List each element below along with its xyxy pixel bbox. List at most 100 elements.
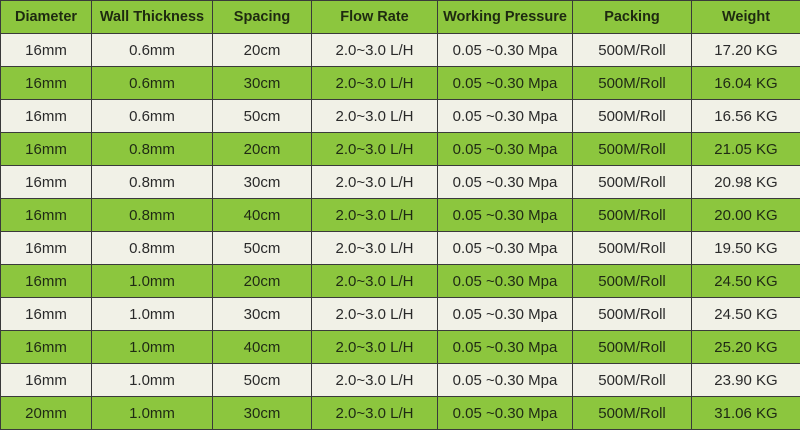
cell-working-pressure: 0.05 ~0.30 Mpa — [437, 396, 573, 430]
cell-working-pressure: 0.05 ~0.30 Mpa — [437, 297, 573, 331]
cell-spacing: 30cm — [212, 297, 312, 331]
table-row: 16mm 0.8mm 30cm 2.0~3.0 L/H 0.05 ~0.30 Mpa 50… — [0, 165, 800, 199]
cell-flow-rate: 2.0~3.0 L/H — [311, 33, 438, 67]
cell-wall-thickness: 1.0mm — [91, 363, 213, 397]
header-row: Diameter Wall Thickness Spacing Flow Rat… — [0, 0, 800, 34]
cell-packing: 500M/Roll — [572, 132, 692, 166]
cell-packing: 500M/Roll — [572, 165, 692, 199]
cell-diameter: 16mm — [0, 231, 92, 265]
cell-spacing: 30cm — [212, 165, 312, 199]
cell-spacing: 20cm — [212, 132, 312, 166]
cell-diameter: 16mm — [0, 99, 92, 133]
cell-diameter: 16mm — [0, 297, 92, 331]
cell-packing: 500M/Roll — [572, 99, 692, 133]
cell-weight: 20.98 KG — [691, 165, 800, 199]
cell-working-pressure: 0.05 ~0.30 Mpa — [437, 33, 573, 67]
cell-spacing: 50cm — [212, 99, 312, 133]
table-row: 16mm 1.0mm 50cm 2.0~3.0 L/H 0.05 ~0.30 Mpa 50… — [0, 363, 800, 397]
cell-diameter: 16mm — [0, 363, 92, 397]
cell-flow-rate: 2.0~3.0 L/H — [311, 198, 438, 232]
cell-diameter: 16mm — [0, 264, 92, 298]
cell-wall-thickness: 0.6mm — [91, 66, 213, 100]
cell-packing: 500M/Roll — [572, 231, 692, 265]
cell-flow-rate: 2.0~3.0 L/H — [311, 264, 438, 298]
cell-working-pressure: 0.05 ~0.30 Mpa — [437, 363, 573, 397]
cell-working-pressure: 0.05 ~0.30 Mpa — [437, 99, 573, 133]
cell-working-pressure: 0.05 ~0.30 Mpa — [437, 264, 573, 298]
cell-wall-thickness: 1.0mm — [91, 330, 213, 364]
header-spacing: Spacing — [212, 0, 312, 34]
cell-packing: 500M/Roll — [572, 363, 692, 397]
cell-diameter: 16mm — [0, 198, 92, 232]
cell-packing: 500M/Roll — [572, 330, 692, 364]
cell-weight: 16.56 KG — [691, 99, 800, 133]
header-packing: Packing — [572, 0, 692, 34]
cell-packing: 500M/Roll — [572, 66, 692, 100]
cell-weight: 25.20 KG — [691, 330, 800, 364]
cell-flow-rate: 2.0~3.0 L/H — [311, 297, 438, 331]
table-row: 16mm 0.8mm 20cm 2.0~3.0 L/H 0.05 ~0.30 Mpa 50… — [0, 132, 800, 166]
cell-spacing: 50cm — [212, 231, 312, 265]
table-row: 16mm 1.0mm 20cm 2.0~3.0 L/H 0.05 ~0.30 Mpa 50… — [0, 264, 800, 298]
cell-weight: 16.04 KG — [691, 66, 800, 100]
cell-spacing: 40cm — [212, 198, 312, 232]
table-row: 16mm 0.6mm 30cm 2.0~3.0 L/H 0.05 ~0.30 Mpa 50… — [0, 66, 800, 100]
cell-weight: 20.00 KG — [691, 198, 800, 232]
cell-flow-rate: 2.0~3.0 L/H — [311, 132, 438, 166]
table-row: 16mm 0.8mm 50cm 2.0~3.0 L/H 0.05 ~0.30 Mpa 50… — [0, 231, 800, 265]
cell-spacing: 20cm — [212, 264, 312, 298]
cell-wall-thickness: 0.8mm — [91, 231, 213, 265]
header-working-pressure: Working Pressure — [437, 0, 573, 34]
table-row: 16mm 0.6mm 50cm 2.0~3.0 L/H 0.05 ~0.30 Mpa 50… — [0, 99, 800, 133]
cell-wall-thickness: 0.6mm — [91, 33, 213, 67]
cell-weight: 19.50 KG — [691, 231, 800, 265]
cell-packing: 500M/Roll — [572, 264, 692, 298]
cell-spacing: 40cm — [212, 330, 312, 364]
cell-wall-thickness: 0.8mm — [91, 132, 213, 166]
table-row: 16mm 0.8mm 40cm 2.0~3.0 L/H 0.05 ~0.30 Mpa 50… — [0, 198, 800, 232]
cell-weight: 24.50 KG — [691, 297, 800, 331]
cell-wall-thickness: 1.0mm — [91, 264, 213, 298]
cell-spacing: 30cm — [212, 396, 312, 430]
header-diameter: Diameter — [0, 0, 92, 34]
cell-spacing: 30cm — [212, 66, 312, 100]
cell-packing: 500M/Roll — [572, 33, 692, 67]
cell-diameter: 16mm — [0, 33, 92, 67]
cell-wall-thickness: 1.0mm — [91, 396, 213, 430]
header-flow-rate: Flow Rate — [311, 0, 438, 34]
cell-wall-thickness: 0.6mm — [91, 99, 213, 133]
cell-working-pressure: 0.05 ~0.30 Mpa — [437, 231, 573, 265]
cell-flow-rate: 2.0~3.0 L/H — [311, 363, 438, 397]
cell-flow-rate: 2.0~3.0 L/H — [311, 165, 438, 199]
cell-flow-rate: 2.0~3.0 L/H — [311, 231, 438, 265]
cell-weight: 17.20 KG — [691, 33, 800, 67]
cell-diameter: 16mm — [0, 165, 92, 199]
table-row: 20mm 1.0mm 30cm 2.0~3.0 L/H 0.05 ~0.30 Mpa 50… — [0, 396, 800, 430]
cell-wall-thickness: 0.8mm — [91, 165, 213, 199]
cell-working-pressure: 0.05 ~0.30 Mpa — [437, 132, 573, 166]
cell-working-pressure: 0.05 ~0.30 Mpa — [437, 165, 573, 199]
table-row: 16mm 1.0mm 40cm 2.0~3.0 L/H 0.05 ~0.30 Mpa 50… — [0, 330, 800, 364]
cell-diameter: 16mm — [0, 66, 92, 100]
cell-packing: 500M/Roll — [572, 198, 692, 232]
cell-weight: 23.90 KG — [691, 363, 800, 397]
cell-packing: 500M/Roll — [572, 297, 692, 331]
header-weight: Weight — [691, 0, 800, 34]
cell-flow-rate: 2.0~3.0 L/H — [311, 99, 438, 133]
cell-wall-thickness: 0.8mm — [91, 198, 213, 232]
cell-working-pressure: 0.05 ~0.30 Mpa — [437, 66, 573, 100]
cell-diameter: 16mm — [0, 132, 92, 166]
table-row: 16mm 1.0mm 30cm 2.0~3.0 L/H 0.05 ~0.30 Mpa 50… — [0, 297, 800, 331]
cell-weight: 21.05 KG — [691, 132, 800, 166]
cell-spacing: 20cm — [212, 33, 312, 67]
cell-diameter: 16mm — [0, 330, 92, 364]
cell-flow-rate: 2.0~3.0 L/H — [311, 330, 438, 364]
cell-wall-thickness: 1.0mm — [91, 297, 213, 331]
table-row: 16mm 0.6mm 20cm 2.0~3.0 L/H 0.05 ~0.30 Mpa 50… — [0, 33, 800, 67]
header-wall-thickness: Wall Thickness — [91, 0, 213, 34]
cell-flow-rate: 2.0~3.0 L/H — [311, 66, 438, 100]
cell-diameter: 20mm — [0, 396, 92, 430]
cell-spacing: 50cm — [212, 363, 312, 397]
cell-packing: 500M/Roll — [572, 396, 692, 430]
